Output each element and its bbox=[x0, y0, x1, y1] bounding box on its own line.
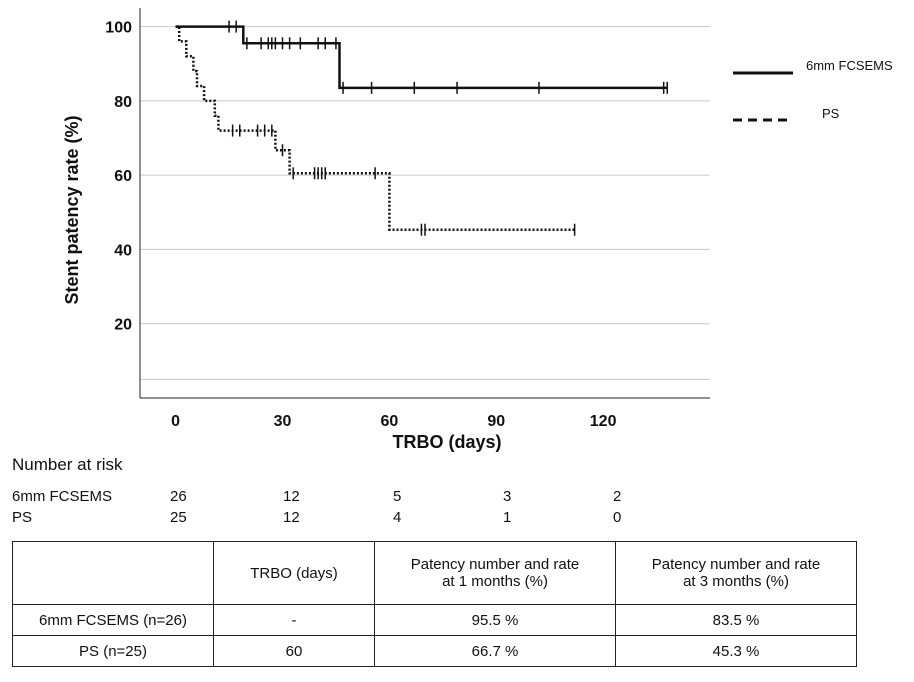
risk-value: 0 bbox=[613, 509, 622, 526]
summary-header-cell: TRBO (days) bbox=[213, 541, 375, 605]
x-tick-label: 60 bbox=[380, 413, 398, 430]
x-tick-label: 30 bbox=[274, 413, 292, 430]
risk-value: 1 bbox=[503, 509, 512, 526]
x-tick-label: 90 bbox=[487, 413, 505, 430]
risk-value: 3 bbox=[503, 488, 512, 505]
risk-value: 12 bbox=[283, 488, 300, 505]
x-axis-title: TRBO (days) bbox=[392, 432, 501, 452]
risk-value: 25 bbox=[170, 509, 187, 526]
risk-table-title: Number at risk bbox=[12, 455, 123, 474]
table-row: PS (n=25) 60 66.7 % 45.3 % bbox=[12, 635, 857, 667]
y-tick-label: 60 bbox=[114, 168, 132, 185]
y-tick-label: 20 bbox=[114, 317, 132, 334]
table-cell: - bbox=[213, 604, 375, 636]
table-cell: 83.5 % bbox=[615, 604, 857, 636]
survival-curves bbox=[175, 20, 668, 236]
summary-table: TRBO (days) Patency number and rate at 1… bbox=[12, 541, 857, 667]
x-tick-label: 120 bbox=[590, 413, 617, 430]
x-tick-labels: 0 30 60 90 120 bbox=[171, 413, 616, 430]
risk-value: 12 bbox=[283, 509, 300, 526]
legend: 6mm FCSEMS PS bbox=[733, 58, 893, 122]
summary-header-row: TRBO (days) Patency number and rate at 1… bbox=[12, 541, 857, 605]
risk-value: 2 bbox=[613, 488, 622, 505]
risk-row-label: 6mm FCSEMS bbox=[12, 488, 113, 505]
table-cell: 95.5 % bbox=[374, 604, 616, 636]
x-tick-label: 0 bbox=[171, 413, 180, 430]
table-row: 6mm FCSEMS (n=26) - 95.5 % 83.5 % bbox=[12, 604, 857, 636]
risk-row: 6mm FCSEMS 26 12 5 3 2 bbox=[12, 488, 712, 506]
risk-row: PS 25 12 4 1 0 bbox=[12, 509, 712, 527]
table-cell: 60 bbox=[213, 635, 375, 667]
legend-label-ps: PS bbox=[822, 106, 840, 121]
risk-value: 4 bbox=[393, 509, 402, 526]
y-axis-title: Stent patency rate (%) bbox=[62, 115, 82, 304]
y-tick-label: 100 bbox=[105, 20, 132, 37]
gridlines bbox=[140, 26, 710, 380]
risk-row-label: PS bbox=[12, 509, 33, 526]
table-cell: 6mm FCSEMS (n=26) bbox=[12, 604, 214, 636]
y-tick-label: 80 bbox=[114, 94, 132, 111]
summary-header-cell bbox=[12, 541, 214, 605]
risk-value: 5 bbox=[393, 488, 402, 505]
summary-header-cell: Patency number and rate at 1 months (%) bbox=[374, 541, 616, 605]
y-tick-labels: 20 40 60 80 100 bbox=[105, 20, 132, 334]
y-tick-label: 40 bbox=[114, 242, 132, 259]
km-chart: 20 40 60 80 100 0 30 60 90 120 TRBO (days) Stent… bbox=[62, 8, 893, 452]
table-cell: 66.7 % bbox=[374, 635, 616, 667]
table-cell: PS (n=25) bbox=[12, 635, 214, 667]
legend-label-fcsems: 6mm FCSEMS bbox=[806, 58, 893, 73]
series-line-fcsems bbox=[175, 25, 668, 90]
series-line-ps bbox=[175, 25, 575, 231]
summary-header-cell: Patency number and rate at 3 months (%) bbox=[615, 541, 857, 605]
risk-value: 26 bbox=[170, 488, 187, 505]
table-cell: 45.3 % bbox=[615, 635, 857, 667]
